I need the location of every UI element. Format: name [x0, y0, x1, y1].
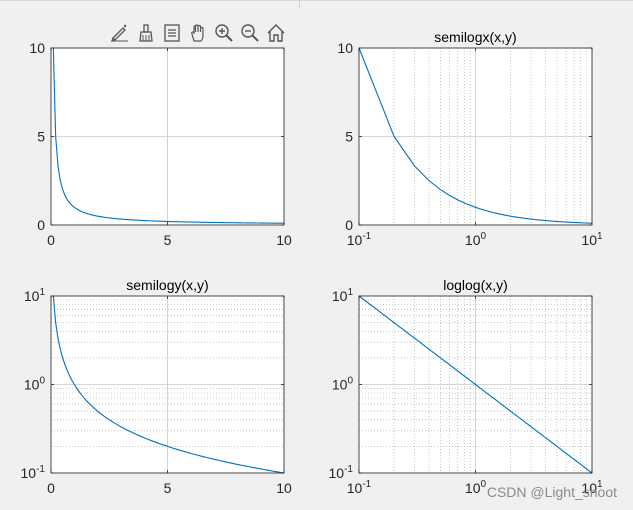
- zoom-out-icon: [241, 24, 259, 42]
- legend-button[interactable]: [160, 21, 184, 45]
- x-tick-label: 101: [581, 479, 603, 496]
- zoom-out-button[interactable]: [238, 21, 262, 45]
- window-top-border: [0, 0, 633, 1]
- axes-semilogx: 10-1 100 101 0 5 10 semilogx(x,y): [337, 29, 603, 248]
- axes-loglog: 10-1 100 101 10-1 100 101 loglog(x,y): [329, 277, 603, 496]
- axes-toolbar: [108, 20, 288, 46]
- zoom-in-icon: [215, 24, 233, 42]
- x-tick-label: 5: [164, 480, 172, 496]
- brush-edit-button[interactable]: [108, 21, 132, 45]
- zoom-in-button[interactable]: [212, 21, 236, 45]
- y-tick-label: 5: [345, 129, 353, 145]
- legend-icon: [164, 24, 180, 42]
- series-line: [358, 47, 593, 224]
- x-tick-label: 100: [465, 479, 487, 496]
- axes-semilogy: 0 5 10 10-1 100 101 semilogy(x,y): [21, 277, 292, 496]
- axes-title: semilogx(x,y): [434, 29, 516, 45]
- x-tick-label: 5: [164, 232, 172, 248]
- clean-brush-button[interactable]: [134, 21, 158, 45]
- pan-button[interactable]: [186, 21, 210, 45]
- y-tick-label: 100: [24, 376, 46, 393]
- y-tick-label: 0: [345, 217, 353, 233]
- x-tick-label: 100: [465, 231, 487, 248]
- home-icon: [267, 24, 285, 42]
- series-line: [52, 295, 285, 474]
- y-tick-label: 0: [37, 217, 45, 233]
- series-line: [358, 295, 593, 474]
- watermark-text: CSDN @Light_shoot: [486, 484, 617, 500]
- x-tick-label: 0: [47, 480, 55, 496]
- brush-edit-icon: [110, 24, 128, 43]
- y-tick-label: 101: [332, 287, 354, 304]
- series-line: [52, 47, 285, 224]
- x-tick-label: 10: [276, 232, 292, 248]
- clean-brush-icon: [139, 24, 153, 42]
- x-tick-label: 10: [276, 480, 292, 496]
- x-tick-label: 0: [47, 232, 55, 248]
- y-tick-label: 10-1: [21, 464, 46, 481]
- x-tick-label: 101: [581, 231, 603, 248]
- y-tick-label: 10-1: [329, 464, 354, 481]
- y-tick-label: 101: [24, 287, 46, 304]
- axes-title: loglog(x,y): [443, 277, 508, 293]
- y-tick-label: 100: [332, 376, 354, 393]
- x-tick-label: 10-1: [347, 231, 372, 248]
- home-button[interactable]: [264, 21, 288, 45]
- y-tick-label: 10: [29, 40, 45, 56]
- y-tick-label: 10: [337, 40, 353, 56]
- x-tick-label: 10-1: [347, 479, 372, 496]
- pan-hand-icon: [191, 24, 204, 42]
- axes-title: semilogy(x,y): [126, 277, 208, 293]
- axes-plot: 0 5 10 0 5 10: [29, 40, 292, 248]
- window-splitter: [299, 0, 300, 8]
- y-tick-label: 5: [37, 129, 45, 145]
